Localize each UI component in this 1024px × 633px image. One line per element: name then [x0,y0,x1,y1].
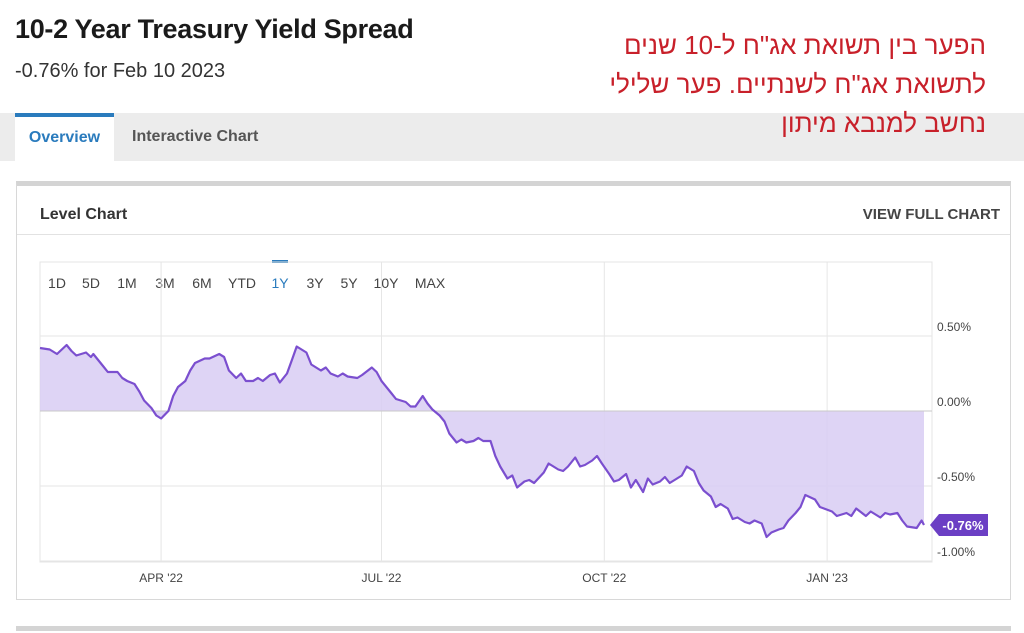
card-title: Level Chart [40,206,128,223]
range-button-10y[interactable]: 10Y [374,275,400,291]
section-divider [16,626,1011,631]
card-header: Level Chart VIEW FULL CHART [17,186,1010,235]
x-tick-label: JUL '22 [362,571,402,585]
series-line [39,343,925,539]
x-tick-label: OCT '22 [582,571,626,585]
last-value-label: -0.76% [942,518,984,533]
x-tick-label: JAN '23 [806,571,848,585]
range-button-1d[interactable]: 1D [48,275,66,291]
page-title: 10-2 Year Treasury Yield Spread [15,14,414,44]
tab-overview[interactable]: Overview [15,113,114,161]
chart-axes: 0.50% 0.00% -0.50% -1.00% APR '22 JUL '22 OCT … [139,320,988,585]
chart-series [39,343,932,539]
y-tick-label: 0.00% [937,395,971,409]
annotation-note: הפער בין תשואת אג"ח ל-10 שנים לתשואת אג"… [426,26,986,143]
tab-bar: Overview Interactive Chart [0,113,1024,161]
range-button-3m[interactable]: 3M [155,275,174,291]
range-button-1m[interactable]: 1M [117,275,136,291]
range-button-3y[interactable]: 3Y [306,275,324,291]
last-value-badge [930,514,988,536]
x-tick-label: APR '22 [139,571,183,585]
annotation-line: נחשב למנבא מיתון [781,108,986,138]
range-button-5y[interactable]: 5Y [340,275,358,291]
range-selector: 1D 5D 1M 3M 6M YTD 1Y 3Y 5Y 10Y MAX [48,260,446,291]
y-tick-label: 0.50% [937,320,971,334]
annotation-line: הפער בין תשואת אג"ח ל-10 שנים [624,30,986,60]
range-button-5d[interactable]: 5D [82,275,100,291]
y-tick-label: -0.50% [937,470,975,484]
tab-interactive-chart[interactable]: Interactive Chart [132,128,259,145]
plot-frame [39,261,933,563]
range-button-max[interactable]: MAX [415,275,446,291]
range-button-ytd[interactable]: YTD [228,275,256,291]
range-button-1y[interactable]: 1Y [271,275,289,291]
y-tick-label: -1.00% [937,545,975,559]
annotation-line: לתשואת אג"ח לשנתיים. פער שלילי [609,69,986,99]
range-button-6m[interactable]: 6M [192,275,211,291]
view-full-chart-link[interactable]: VIEW FULL CHART [862,206,1000,223]
current-value-subtitle: -0.76% for Feb 10 2023 [15,60,226,82]
